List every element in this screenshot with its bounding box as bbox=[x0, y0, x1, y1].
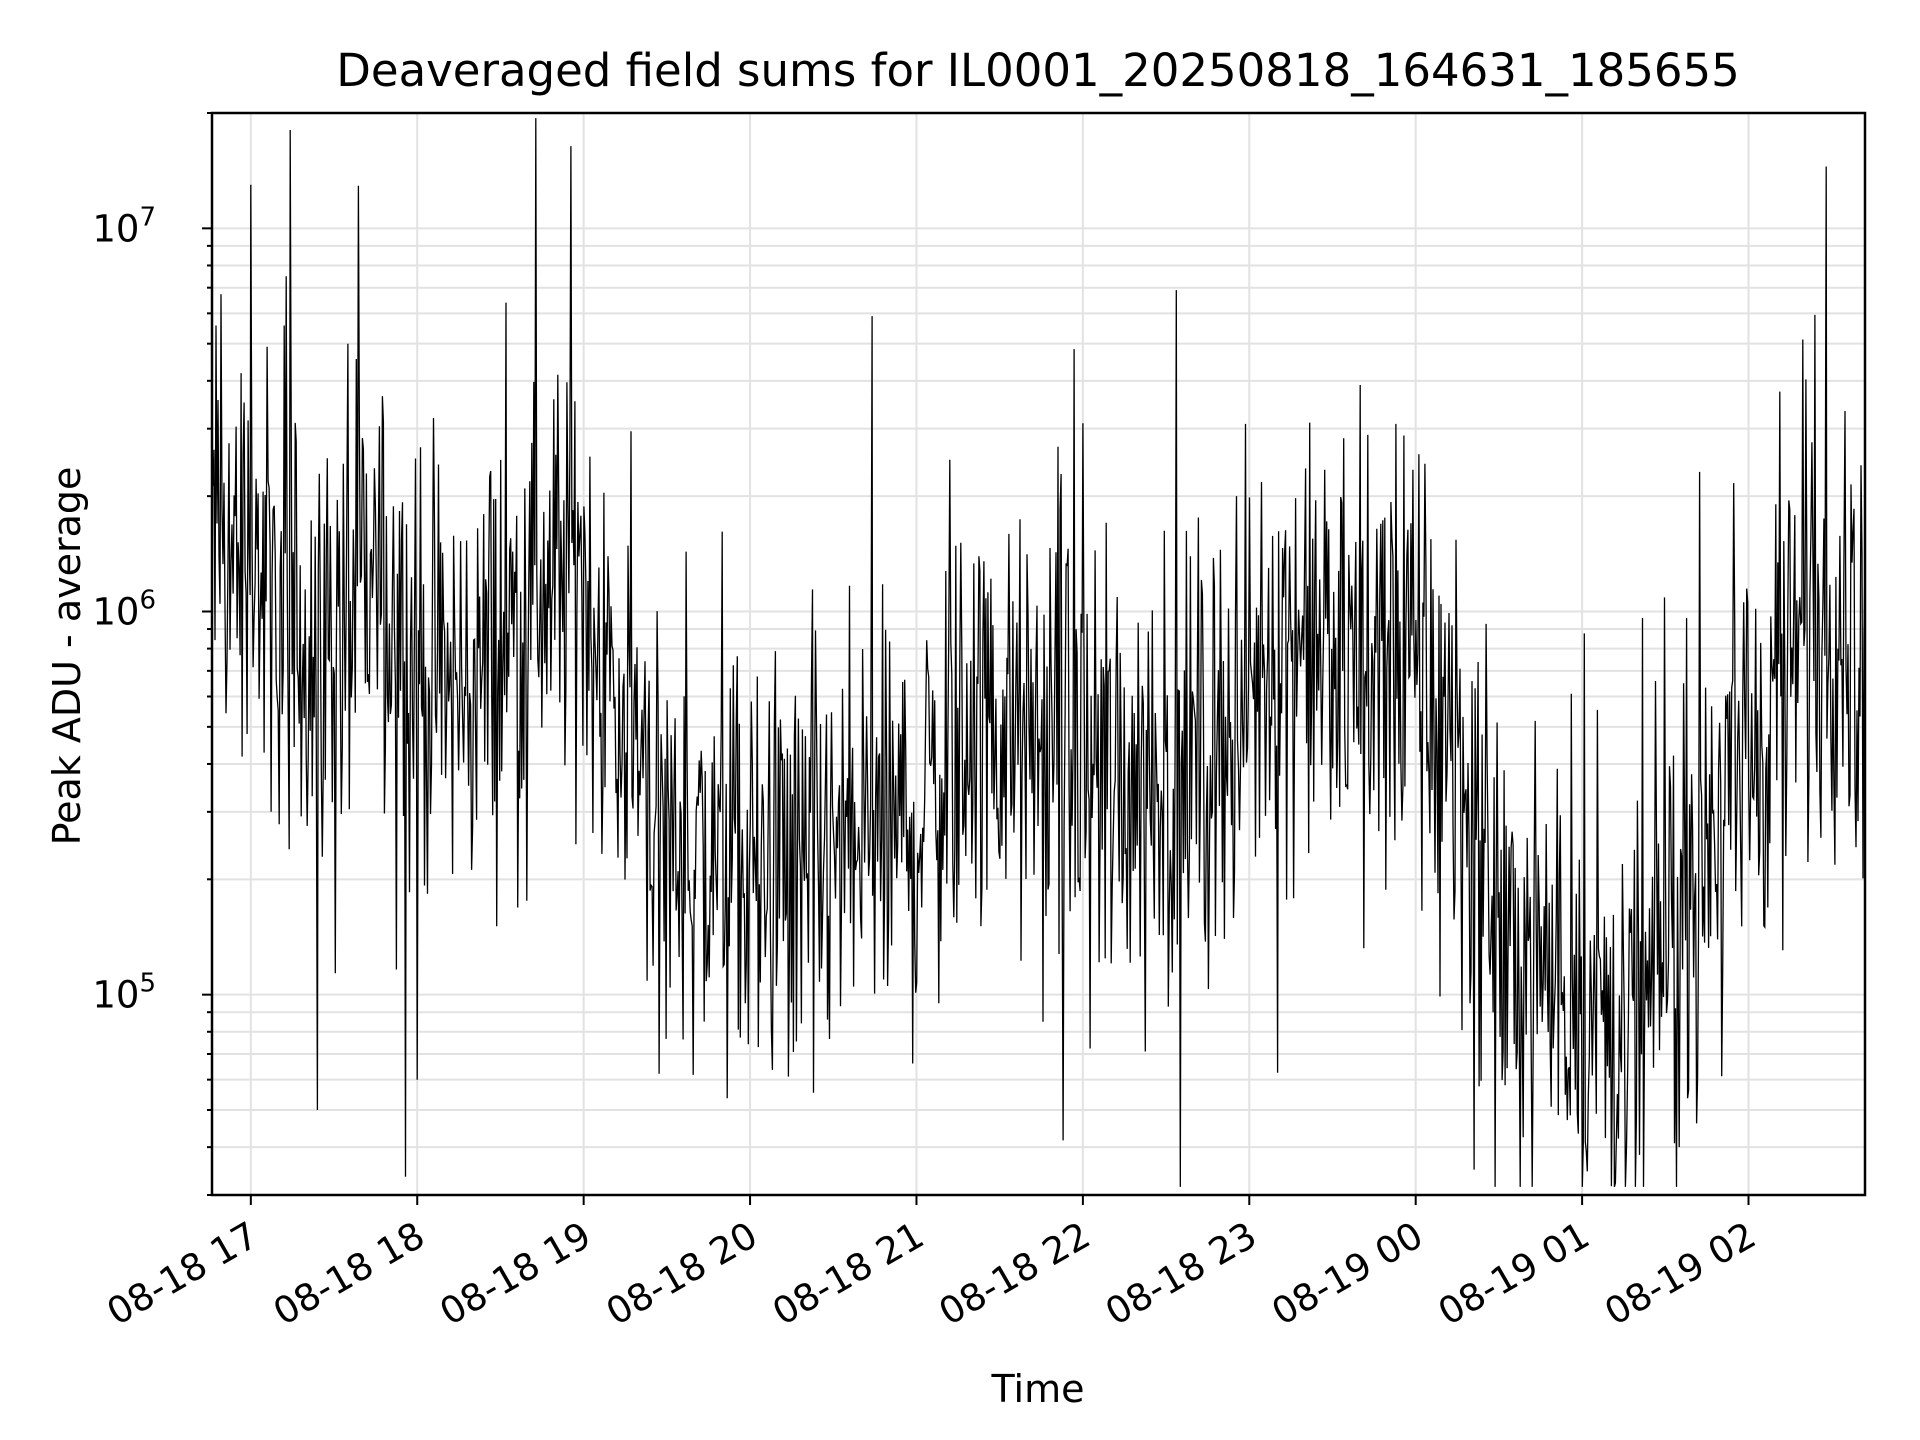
series-line-group bbox=[211, 118, 1866, 1188]
chart-title: Deaveraged field sums for IL0001_2025081… bbox=[336, 44, 1740, 97]
series-line bbox=[211, 118, 1866, 1188]
y-tick-label: 106 bbox=[92, 585, 156, 633]
y-axis: 105 106 107 bbox=[92, 112, 212, 1196]
plot-frame bbox=[210, 111, 1867, 1197]
x-axis-label: Time bbox=[991, 1367, 1085, 1411]
y-tick-label: 107 bbox=[92, 202, 156, 250]
y-axis-label: Peak ADU - average bbox=[45, 467, 89, 846]
y-tick-label: 105 bbox=[92, 969, 156, 1017]
